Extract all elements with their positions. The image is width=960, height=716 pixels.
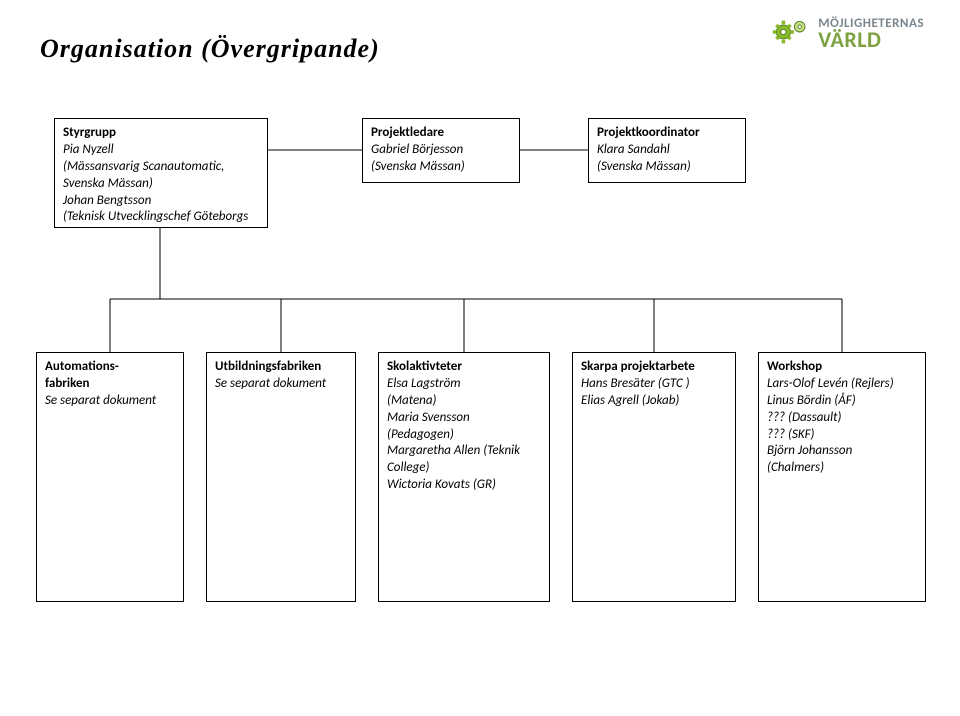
box-line: Björn Johansson	[767, 443, 917, 460]
logo-text-bottom: VÄRLD	[818, 30, 924, 51]
box-line: (Mässansvarig Scanautomatic,	[63, 159, 259, 176]
box-line: Maria Svensson	[387, 410, 541, 427]
box-line: (Matena)	[387, 393, 541, 410]
logo: MÖJLIGHETERNAS VÄRLD	[768, 10, 924, 59]
box-automationsfabriken: Automations- fabrikenSe separat dokument	[36, 352, 184, 602]
box-title: Automations- fabriken	[45, 359, 175, 393]
box-projektkoordinator: ProjektkoordinatorKlara Sandahl(Svenska …	[588, 118, 746, 183]
box-title: Workshop	[767, 359, 917, 376]
box-line: Klara Sandahl	[597, 142, 737, 159]
box-title: Utbildningsfabriken	[215, 359, 347, 376]
box-line: Margaretha Allen (Teknik	[387, 443, 541, 460]
box-line: (Chalmers)	[767, 460, 917, 477]
box-styrgrupp: StyrgruppPia Nyzell(Mässansvarig Scanaut…	[54, 118, 268, 228]
box-line: (Svenska Mässan)	[371, 159, 511, 176]
box-line: Se separat dokument	[45, 393, 175, 410]
box-line: Elsa Lagström	[387, 376, 541, 393]
box-utbildningsfabriken: UtbildningsfabrikenSe separat dokument	[206, 352, 356, 602]
box-line: Elias Agrell (Jokab)	[581, 393, 727, 410]
box-line: (Teknisk Utvecklingschef Göteborgs	[63, 209, 259, 226]
box-title: Projektkoordinator	[597, 125, 737, 142]
box-line: Svenska Mässan)	[63, 176, 259, 193]
gear-icon	[768, 10, 812, 59]
box-projektledare: ProjektledareGabriel Börjesson(Svenska M…	[362, 118, 520, 183]
box-title: Projektledare	[371, 125, 511, 142]
box-line: Johan Bengtsson	[63, 193, 259, 210]
box-workshop: WorkshopLars-Olof Levén (Rejlers)Linus B…	[758, 352, 926, 602]
box-line: (Pedagogen)	[387, 427, 541, 444]
box-title: Skolaktivteter	[387, 359, 541, 376]
box-line: Hans Bresäter (GTC )	[581, 376, 727, 393]
box-line: Linus Bördin (ÅF)	[767, 393, 917, 410]
box-line: Wictoria Kovats (GR)	[387, 477, 541, 494]
box-line: ??? (SKF)	[767, 427, 917, 444]
box-line: College)	[387, 460, 541, 477]
box-line: ??? (Dassault)	[767, 410, 917, 427]
box-line: Tekniska College)	[63, 226, 259, 228]
box-line: Se separat dokument	[215, 376, 347, 393]
box-skolaktivteter: SkolaktivteterElsa Lagström(Matena)Maria…	[378, 352, 550, 602]
box-line: (Svenska Mässan)	[597, 159, 737, 176]
org-chart-page: { "page": { "title": "Organisation (Över…	[0, 0, 960, 716]
box-title: Styrgrupp	[63, 125, 259, 142]
box-line: Gabriel Börjesson	[371, 142, 511, 159]
box-line: Lars-Olof Levén (Rejlers)	[767, 376, 917, 393]
box-skarpa-projektarbete: Skarpa projektarbeteHans Bresäter (GTC )…	[572, 352, 736, 602]
page-title: Organisation (Övergripande)	[40, 34, 380, 64]
box-title: Skarpa projektarbete	[581, 359, 727, 376]
box-line: Pia Nyzell	[63, 142, 259, 159]
